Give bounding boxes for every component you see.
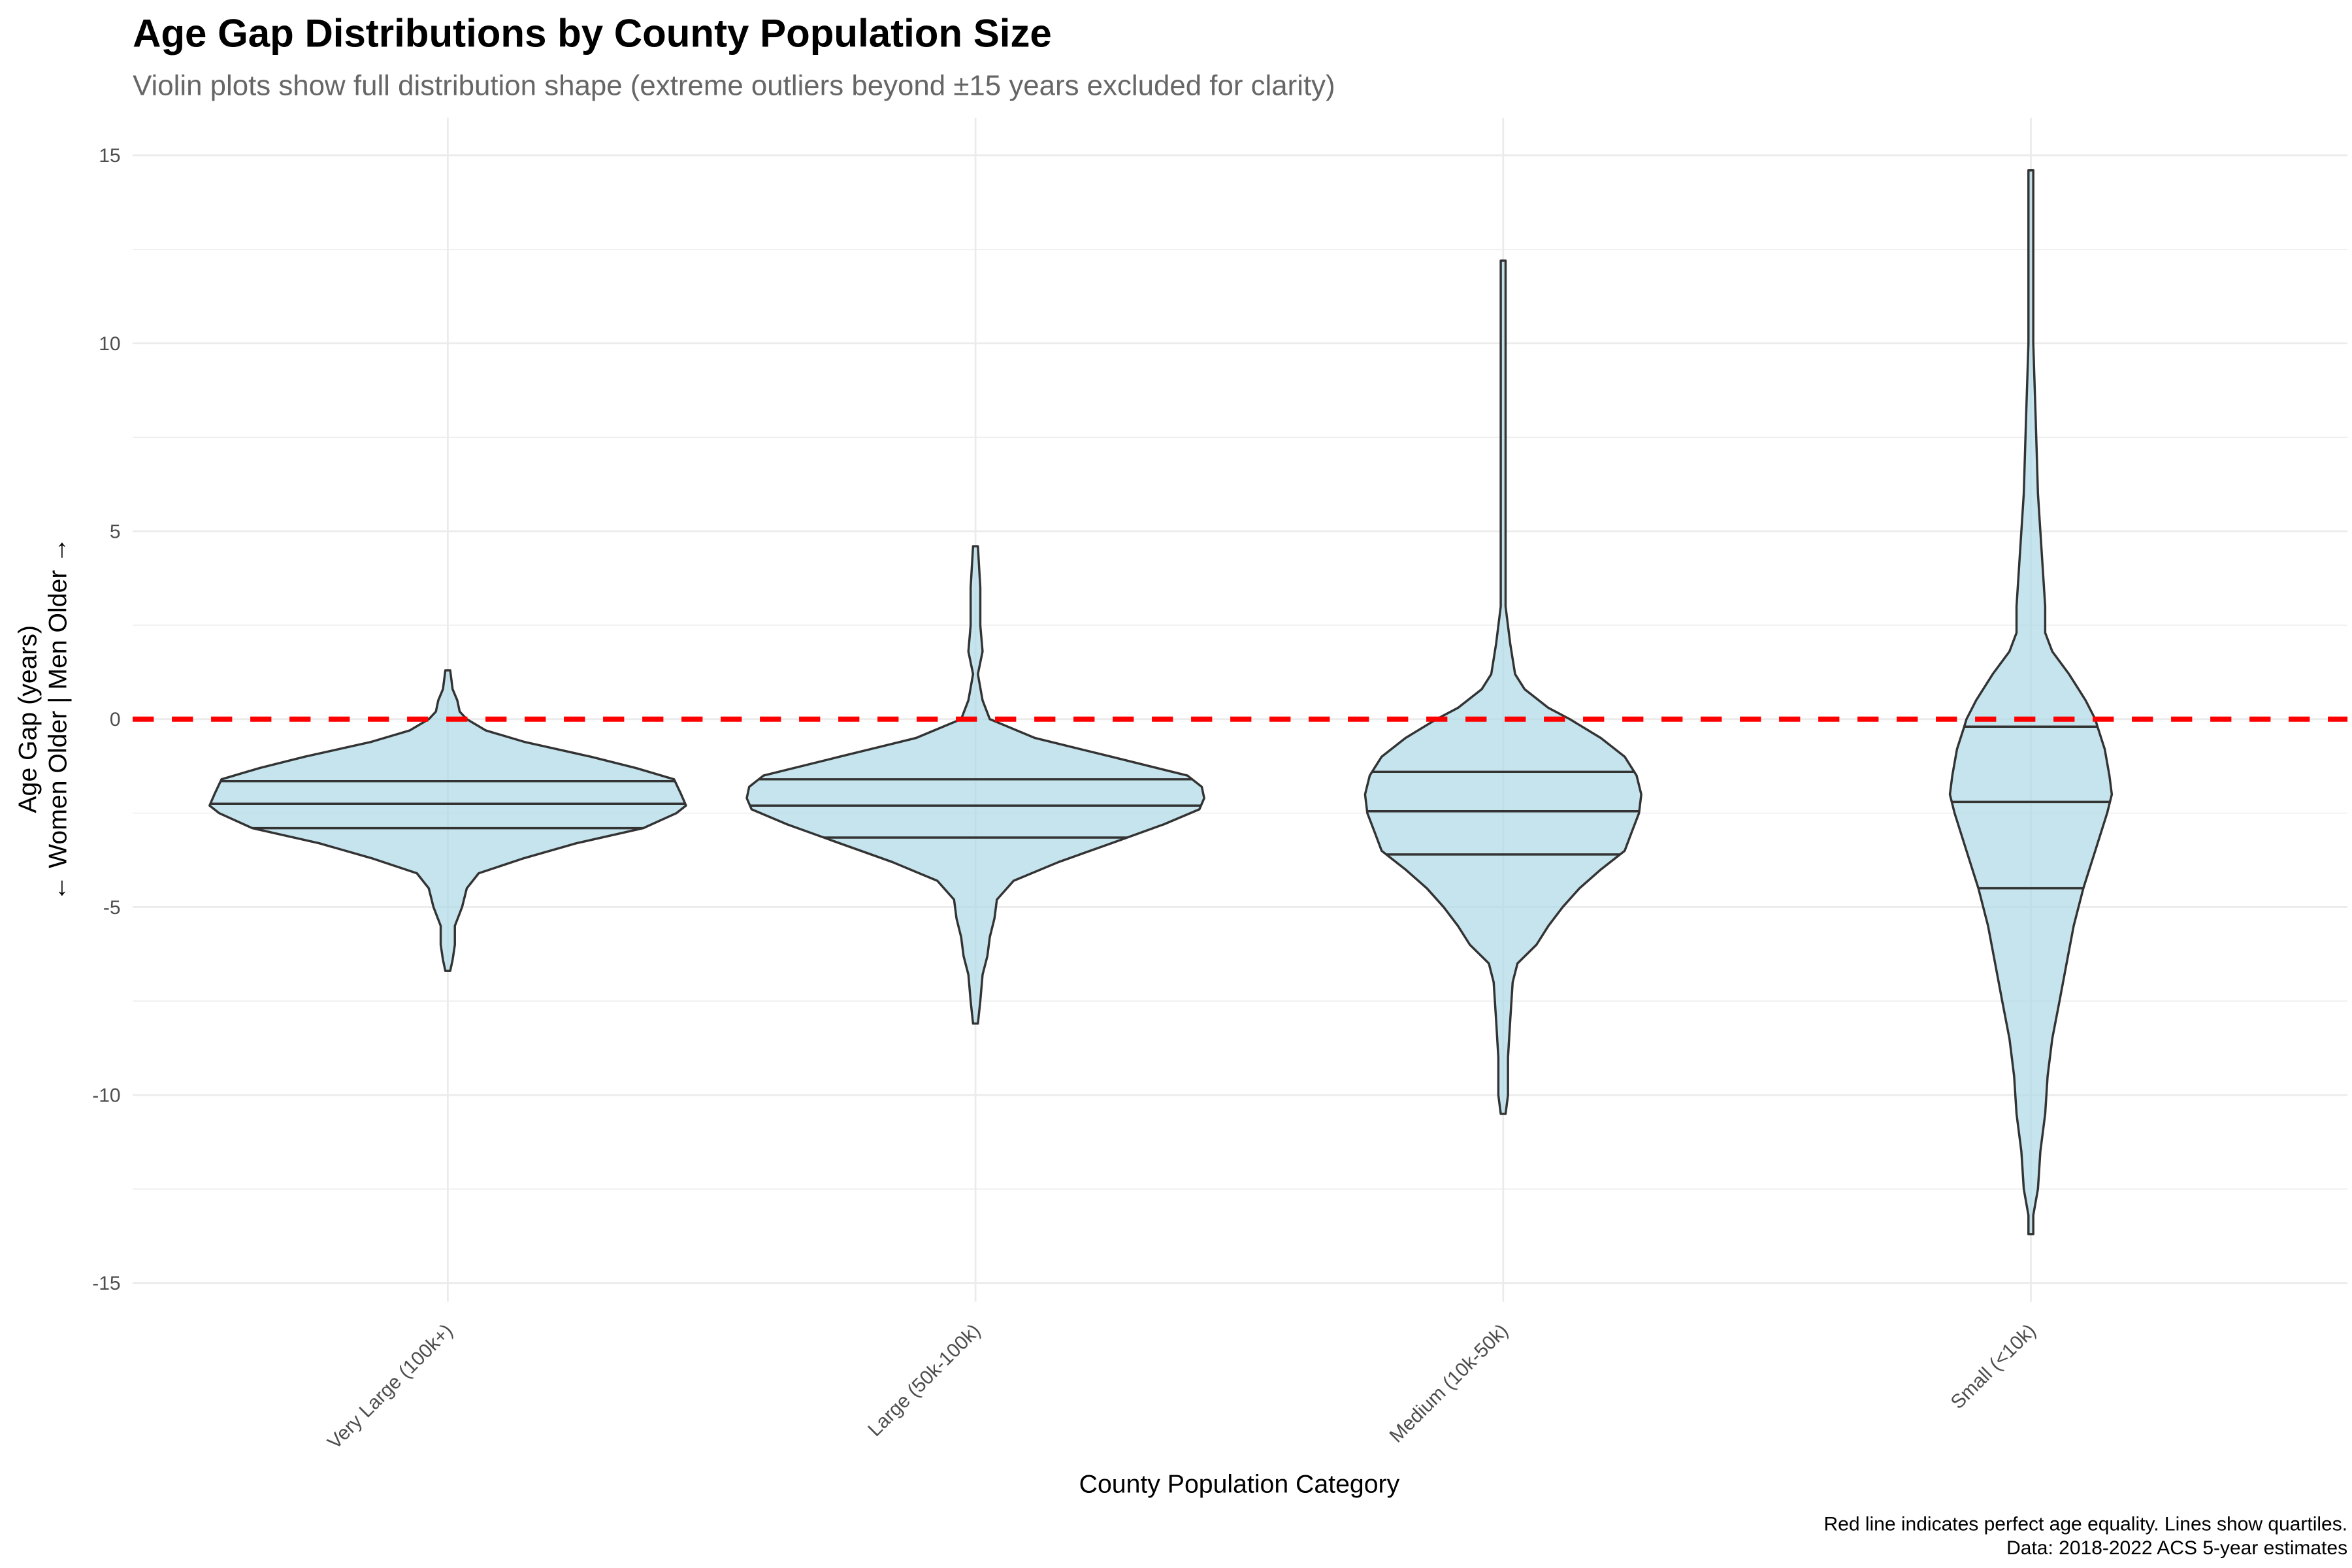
y-tick-label: -10 <box>92 1085 120 1106</box>
y-tick-label: 0 <box>110 709 121 730</box>
chart-title: Age Gap Distributions by County Populati… <box>133 12 1052 56</box>
y-tick-labels: -15 -10 -5 0 5 10 15 <box>92 145 120 1294</box>
caption-line1: Red line indicates perfect age equality.… <box>1823 1513 2347 1535</box>
violin-3 <box>1364 259 1642 1115</box>
x-axis-title: County Population Category <box>1079 1470 1400 1499</box>
caption-line2: Data: 2018-2022 ACS 5-year estimates <box>2006 1537 2347 1559</box>
violin-body <box>1364 259 1642 1115</box>
y-tick-label: 5 <box>110 521 121 543</box>
violin-4 <box>1948 169 2114 1235</box>
y-tick-label: -15 <box>92 1273 120 1294</box>
chart-subtitle: Violin plots show full distribution shap… <box>133 69 1335 101</box>
y-axis-title-line1: Age Gap (years) <box>13 625 42 813</box>
violin-1 <box>208 669 687 972</box>
y-tick-label: 15 <box>99 145 120 167</box>
violin-body <box>208 669 687 972</box>
violins <box>208 169 2114 1235</box>
y-axis-title-line2: ← Women Older | Men Older → <box>44 538 73 902</box>
violin-body <box>1948 169 2114 1235</box>
violin-2 <box>745 545 1205 1025</box>
y-tick-label: 10 <box>99 333 120 355</box>
y-tick-label: -5 <box>103 897 121 919</box>
violin-body <box>745 545 1205 1025</box>
